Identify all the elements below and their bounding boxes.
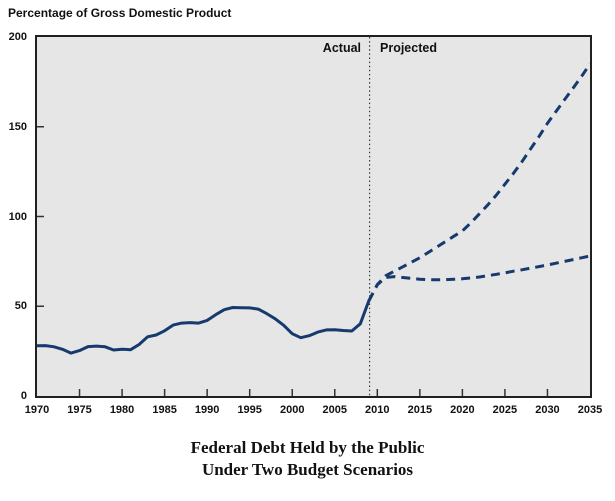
x-tick-label: 2015 [407, 404, 433, 416]
series-projected-lower-scenario [367, 254, 590, 302]
x-tick-label: 2025 [492, 404, 518, 416]
y-tick-label: 0 [20, 390, 27, 402]
actual-region-label: Actual [322, 41, 361, 55]
x-tick-label: 2010 [365, 404, 390, 416]
y-tick-label: 50 [14, 300, 27, 313]
series-actual [37, 299, 371, 355]
x-tick-label: 1995 [237, 404, 262, 416]
figure-title-line1: Federal Debt Held by the Public [190, 438, 425, 457]
y-tick-label: 200 [8, 31, 27, 43]
series-projected-upper-scenario [367, 63, 590, 302]
figure-title-line2: Under Two Budget Scenarios [201, 460, 414, 479]
x-tick-label: 1980 [109, 404, 135, 416]
plot-area [35, 35, 592, 398]
x-tick-label: 2005 [322, 404, 347, 416]
x-tick-label: 2000 [279, 404, 305, 416]
x-tick-label: 2020 [450, 404, 475, 416]
figure-title: Federal Debt Held by the Public Under Tw… [0, 437, 615, 481]
x-tick-label: 1975 [67, 404, 92, 416]
y-tick-label: 100 [8, 210, 27, 223]
y-tick-label: 150 [8, 120, 27, 133]
y-axis-unit-label: Percentage of Gross Domestic Product [8, 6, 232, 20]
x-tick-label: 2035 [577, 404, 603, 416]
x-tick-label: 2030 [535, 404, 560, 416]
projected-region-label: Projected [380, 41, 437, 55]
x-tick-label: 1990 [194, 404, 220, 416]
x-tick-label: 1970 [24, 404, 50, 416]
x-tick-label: 1985 [152, 404, 177, 416]
chart-canvas [37, 37, 590, 396]
